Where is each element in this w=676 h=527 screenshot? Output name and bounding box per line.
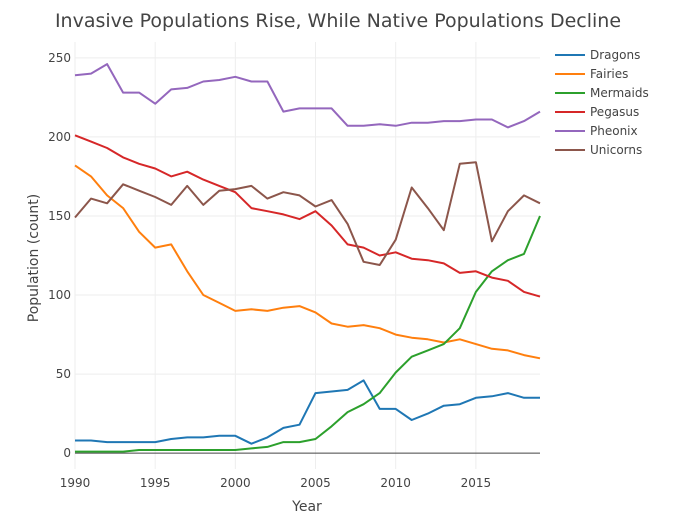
x-tick-labels: 1990 1995 2000 2005 2010 2015 [60,476,491,490]
series-line-dragons [75,379,540,445]
legend-item-fairies[interactable]: Fairies [555,67,628,81]
grid-lines [74,42,540,469]
y-tick-label: 0 [63,446,71,460]
legend: Dragons Fairies Mermaids Pegasus Pheonix Unic… [555,48,649,157]
y-tick-label: 200 [48,130,71,144]
series-line-unicorns [74,161,541,266]
x-axis-title: Year [291,499,322,515]
legend-label: Dragons [590,48,640,62]
legend-item-dragons[interactable]: Dragons [555,48,640,62]
legend-item-mermaids[interactable]: Mermaids [555,86,649,100]
y-tick-label: 50 [56,367,71,381]
legend-label: Pegasus [590,105,639,119]
y-tick-labels: 0 50 100 150 200 250 [48,51,71,460]
legend-label: Mermaids [590,86,649,100]
x-tick-label: 1990 [60,476,91,490]
series-line-fairies [74,164,541,360]
y-tick-label: 250 [48,51,71,65]
legend-item-unicorns[interactable]: Unicorns [555,143,642,157]
x-tick-label: 2005 [300,476,331,490]
legend-label: Unicorns [590,143,642,157]
legend-label: Pheonix [590,124,638,138]
series-line-mermaids [75,215,541,453]
y-axis-title: Population (count) [26,194,42,322]
series-line-pheonix [74,63,541,129]
series-line-pegasus [74,134,541,298]
x-tick-label: 2010 [380,476,411,490]
y-tick-label: 100 [48,288,71,302]
x-tick-label: 2015 [461,476,492,490]
legend-item-pheonix[interactable]: Pheonix [555,124,638,138]
chart-title: Invasive Populations Rise, While Native … [55,10,621,32]
x-tick-label: 2000 [220,476,251,490]
legend-label: Fairies [590,67,628,81]
x-tick-label: 1995 [140,476,171,490]
legend-item-pegasus[interactable]: Pegasus [555,105,639,119]
series-lines [74,63,541,453]
y-tick-label: 150 [48,209,71,223]
